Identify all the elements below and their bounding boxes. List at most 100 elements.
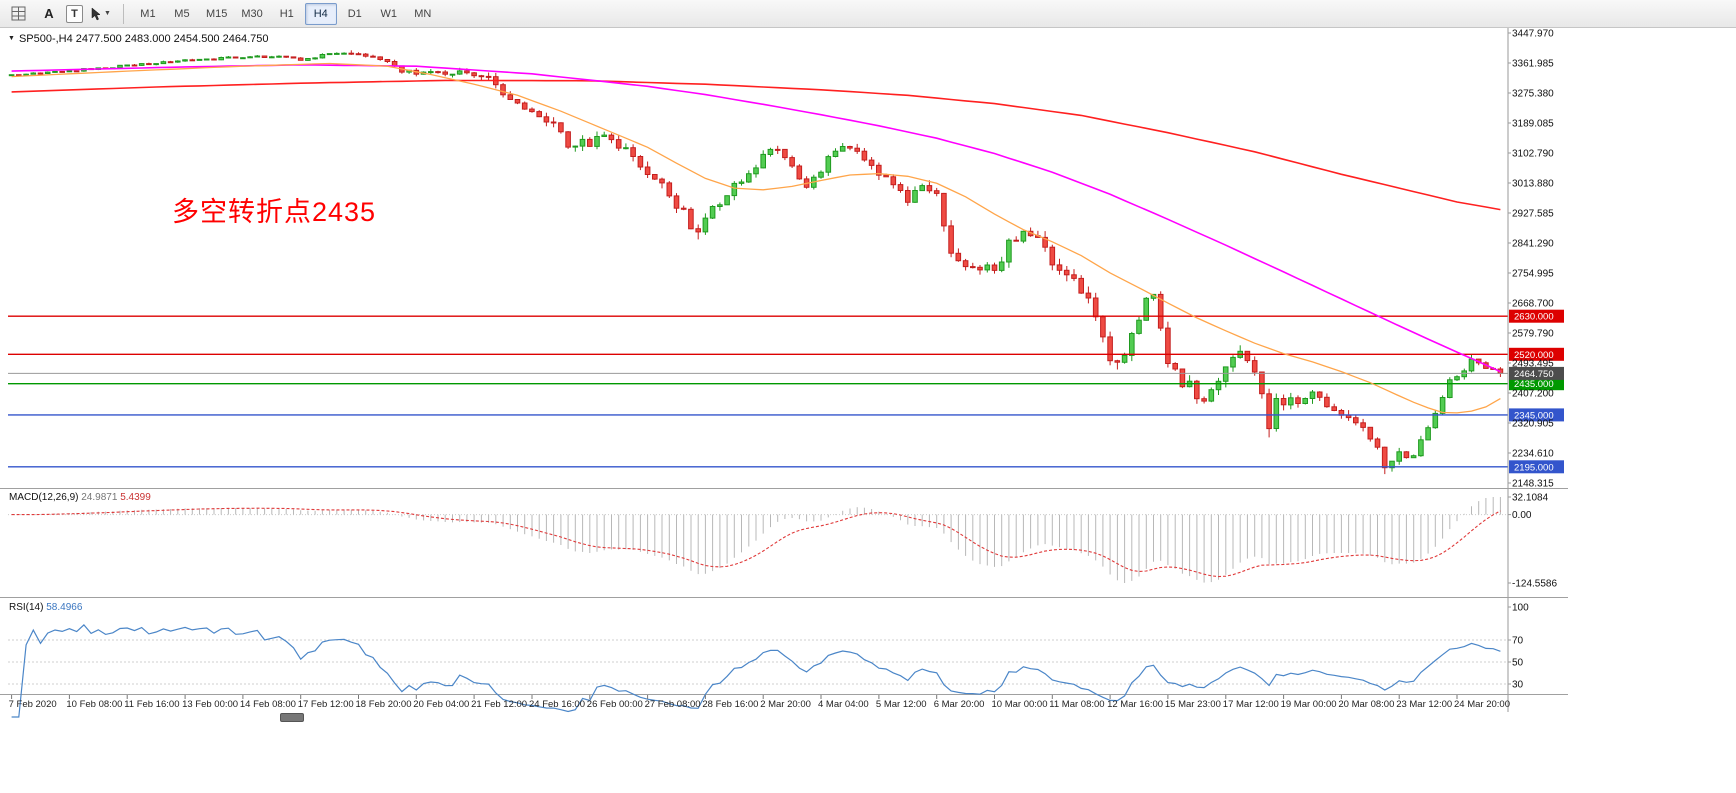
- svg-text:70: 70: [1512, 636, 1524, 647]
- chart-annotation-text: 多空转折点2435: [172, 197, 377, 227]
- svg-text:18 Feb 20:00: 18 Feb 20:00: [356, 699, 412, 710]
- svg-text:2195.000: 2195.000: [1514, 462, 1554, 473]
- hline-2630.000[interactable]: 2630.000: [8, 309, 1564, 323]
- timeframe-button-w1[interactable]: W1: [380, 7, 398, 20]
- svg-text:11 Mar 08:00: 11 Mar 08:00: [1049, 699, 1104, 710]
- svg-text:13 Feb 00:00: 13 Feb 00:00: [182, 699, 238, 710]
- svg-text:11 Feb 16:00: 11 Feb 16:00: [124, 699, 179, 710]
- annotation-tool-button[interactable]: A: [44, 6, 54, 21]
- macd-panel: 32.1084 0.00 -124.5586: [8, 493, 1557, 590]
- svg-text:2320.905: 2320.905: [1512, 419, 1554, 430]
- hline-2435.000[interactable]: 2435.000: [8, 377, 1564, 391]
- svg-text:24 Mar 20:00: 24 Mar 20:00: [1454, 699, 1510, 710]
- svg-text:2345.000: 2345.000: [1514, 410, 1554, 421]
- svg-text:23 Mar 12:00: 23 Mar 12:00: [1396, 699, 1452, 710]
- svg-text:20 Feb 04:00: 20 Feb 04:00: [413, 699, 469, 710]
- svg-text:2579.790: 2579.790: [1512, 329, 1554, 340]
- svg-text:24 Feb 16:00: 24 Feb 16:00: [529, 699, 585, 710]
- svg-text:2927.585: 2927.585: [1512, 209, 1554, 220]
- svg-text:4 Mar 04:00: 4 Mar 04:00: [818, 699, 869, 710]
- chevron-down-icon: ▼: [104, 10, 111, 17]
- candles-bearish: [16, 50, 1504, 475]
- svg-text:2841.290: 2841.290: [1512, 239, 1554, 250]
- svg-text:3102.790: 3102.790: [1512, 149, 1554, 160]
- chart-hscroll-thumb[interactable]: [280, 713, 304, 722]
- svg-text:6 Mar 20:00: 6 Mar 20:00: [934, 699, 985, 710]
- svg-text:28 Feb 16:00: 28 Feb 16:00: [702, 699, 758, 710]
- svg-text:10 Mar 00:00: 10 Mar 00:00: [992, 699, 1048, 710]
- timeframe-button-d1[interactable]: D1: [347, 7, 362, 20]
- one-click-trading-arrow[interactable]: ▼: [8, 35, 15, 42]
- grid-icon-glyph: [11, 6, 25, 21]
- svg-text:5 Mar 12:00: 5 Mar 12:00: [876, 699, 927, 710]
- hline-2345.000[interactable]: 2345.000: [8, 408, 1564, 422]
- time-axis[interactable]: 7 Feb 2020 10 Feb 08:00 11 Feb 16:00 13 Feb…: [9, 695, 1510, 710]
- chart-grid-icon[interactable]: [4, 3, 32, 25]
- svg-text:3189.085: 3189.085: [1512, 119, 1554, 130]
- svg-text:14 Feb 08:00: 14 Feb 08:00: [240, 699, 296, 710]
- timeframe-button-mn[interactable]: MN: [414, 7, 432, 20]
- symbol-ohlc-text: SP500-,H4 2477.500 2483.000 2454.500 246…: [18, 33, 269, 45]
- svg-text:100: 100: [1512, 603, 1529, 614]
- timeframe-button-m5[interactable]: M5: [174, 7, 190, 20]
- cursor-tool-button[interactable]: ▼: [86, 3, 115, 25]
- svg-text:3361.985: 3361.985: [1512, 59, 1554, 70]
- rsi-panel: 100 70 50 30: [8, 603, 1529, 718]
- macd-indicator-label: MACD(12,26,9) 24.9871 5.4399: [9, 492, 151, 503]
- cursor-icon: [91, 6, 101, 20]
- svg-text:2407.200: 2407.200: [1512, 389, 1554, 400]
- macd-signal-line: [11, 507, 1501, 578]
- svg-text:26 Feb 00:00: 26 Feb 00:00: [587, 699, 643, 710]
- svg-text:2435.000: 2435.000: [1514, 379, 1554, 390]
- svg-text:2234.610: 2234.610: [1512, 449, 1554, 460]
- rsi-indicator-label: RSI(14) 58.4966: [9, 602, 82, 613]
- svg-text:2464.750: 2464.750: [1514, 369, 1554, 380]
- svg-text:0.00: 0.00: [1512, 510, 1532, 521]
- toolbar: A T ▼ M1 M5 M15 M30 H1 H4 D1 W1 MN: [0, 0, 1736, 28]
- svg-text:15 Mar 23:00: 15 Mar 23:00: [1165, 699, 1221, 710]
- svg-text:12 Mar 16:00: 12 Mar 16:00: [1107, 699, 1163, 710]
- timeframe-button-h4[interactable]: H4: [304, 2, 337, 25]
- rsi-value: 58.4966: [46, 602, 83, 613]
- macd-main-value: 24.9871: [81, 492, 118, 503]
- svg-text:-124.5586: -124.5586: [1512, 579, 1557, 590]
- svg-text:2148.315: 2148.315: [1512, 479, 1554, 490]
- svg-text:3447.970: 3447.970: [1512, 29, 1554, 40]
- rsi-line: [11, 624, 1501, 718]
- hline-2195.000[interactable]: 2195.000: [8, 460, 1564, 474]
- svg-text:2630.000: 2630.000: [1514, 312, 1554, 323]
- svg-text:27 Feb 08:00: 27 Feb 08:00: [645, 699, 701, 710]
- toolbar-separator: [122, 3, 124, 24]
- timeframe-button-h1[interactable]: H1: [279, 7, 294, 20]
- svg-text:20 Mar 08:00: 20 Mar 08:00: [1338, 699, 1394, 710]
- svg-text:2754.995: 2754.995: [1512, 269, 1554, 280]
- svg-text:2520.000: 2520.000: [1514, 350, 1554, 361]
- svg-text:50: 50: [1512, 658, 1524, 669]
- hline-2520.000[interactable]: 2520.000: [8, 347, 1564, 361]
- svg-text:2668.700: 2668.700: [1512, 299, 1554, 310]
- ma-slow-red: [11, 79, 1501, 211]
- svg-text:2493.495: 2493.495: [1512, 359, 1554, 370]
- text-tool-button[interactable]: T: [66, 4, 83, 23]
- svg-text:30: 30: [1512, 680, 1524, 691]
- macd-signal-value: 5.4399: [120, 492, 151, 503]
- ma-fast-orange: [11, 62, 1501, 414]
- timeframe-button-m15[interactable]: M15: [205, 7, 228, 20]
- svg-text:32.1084: 32.1084: [1512, 493, 1549, 504]
- panel-separators[interactable]: [0, 488, 1568, 695]
- current-price-marker: 2464.750: [8, 366, 1564, 380]
- svg-text:7 Feb 2020: 7 Feb 2020: [9, 699, 57, 710]
- svg-text:2 Mar 20:00: 2 Mar 20:00: [760, 699, 811, 710]
- timeframe-button-m30[interactable]: M30: [241, 7, 263, 20]
- rsi-name: RSI(14): [9, 602, 44, 613]
- timeframe-group: M1 M5 M15 M30 H1 H4 D1 W1 MN: [132, 2, 439, 25]
- timeframe-button-m1[interactable]: M1: [140, 7, 156, 20]
- price-axis[interactable]: 3447.970 3361.985 3275.380 3189.085 3102.790…: [1507, 28, 1554, 712]
- svg-text:17 Mar 12:00: 17 Mar 12:00: [1223, 699, 1279, 710]
- svg-text:3275.380: 3275.380: [1512, 89, 1554, 100]
- svg-text:10 Feb 08:00: 10 Feb 08:00: [66, 699, 122, 710]
- svg-text:21 Feb 12:00: 21 Feb 12:00: [471, 699, 527, 710]
